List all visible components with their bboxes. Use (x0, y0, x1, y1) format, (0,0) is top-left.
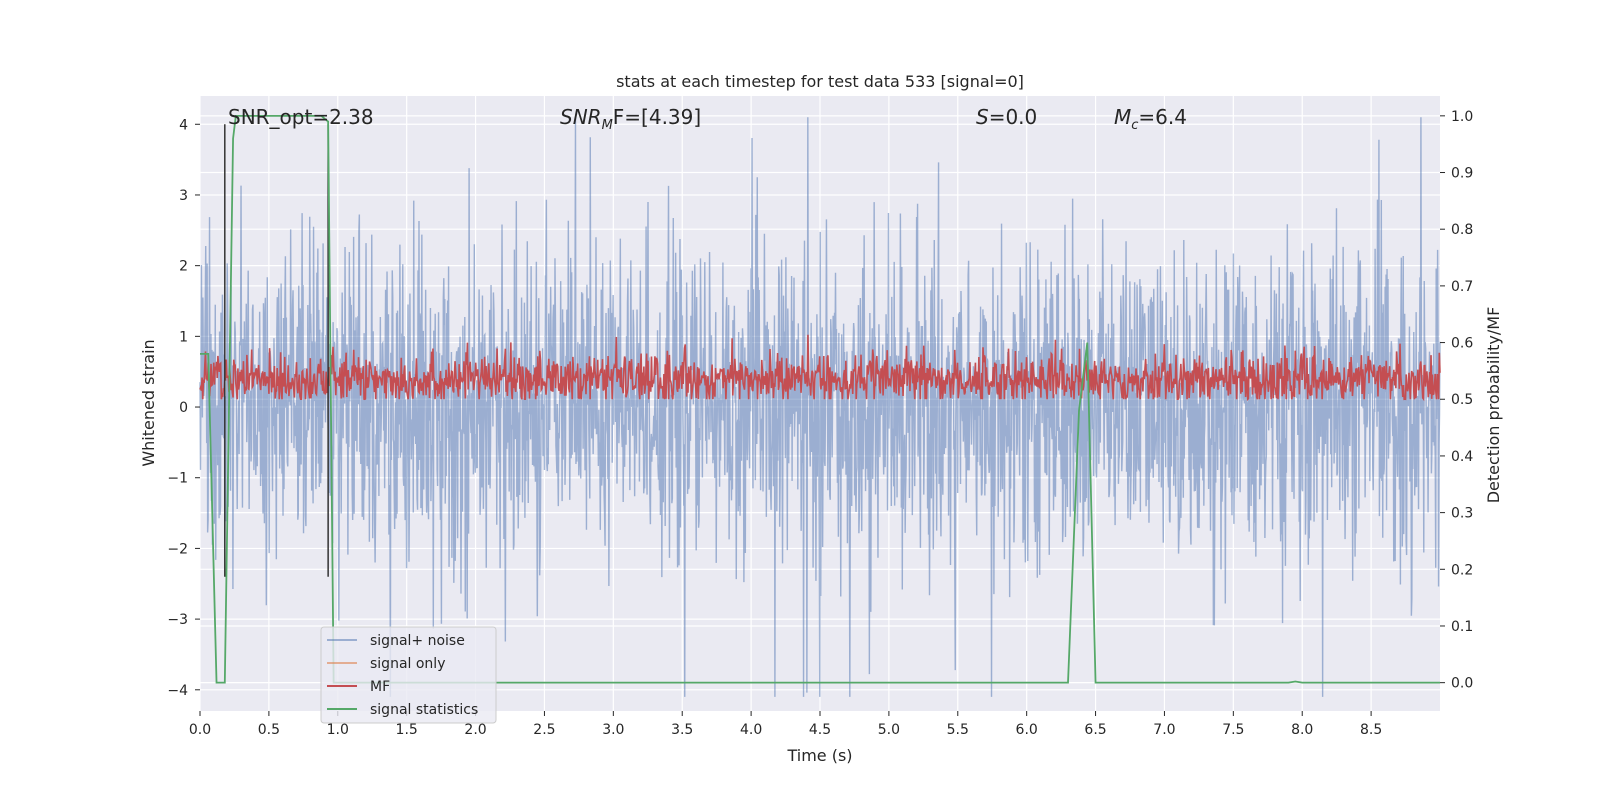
mf-line (199, 334, 1441, 402)
y-left-tick-label: −4 (167, 683, 188, 699)
y-right-tick-label: 0.3 (1451, 506, 1473, 522)
x-tick-label: 8.5 (1360, 722, 1382, 738)
x-tick-label: 7.0 (1153, 722, 1175, 738)
y-left-tick-label: 1 (179, 329, 188, 345)
y-right-tick-label: 0.0 (1451, 676, 1473, 692)
x-tick-labels: 0.0 0.5 1.0 1.5 2.0 2.5 3.0 3.5 4.0 4.5 5.0 5.5 6.0 6… (189, 711, 1382, 738)
y-right-tick-label: 0.4 (1451, 449, 1473, 465)
y-left-axis-label: Whitened strain (139, 339, 158, 466)
legend-label-signal-noise: signal+ noise (370, 633, 465, 649)
legend-label-signal-statistics: signal statistics (370, 702, 478, 718)
y-left-tick-label: −1 (167, 471, 188, 487)
x-tick-label: 8.0 (1291, 722, 1313, 738)
x-tick-label: 6.5 (1084, 722, 1106, 738)
y-left-tick-label: 2 (179, 259, 188, 275)
legend: signal+ noise signal only MF signal stat… (320, 626, 497, 724)
y-right-tick-labels: 1.0 0.9 0.8 0.7 0.6 0.5 0.4 0.3 0.2 0.1 0.0 (1440, 109, 1473, 692)
legend-label-mf: MF (370, 679, 390, 695)
y-right-tick-label: 0.5 (1451, 392, 1473, 408)
y-right-tick-label: 0.1 (1451, 619, 1473, 635)
x-tick-label: 6.0 (1016, 722, 1038, 738)
mf-series (199, 334, 1441, 402)
annotation-snr-opt: SNR_opt=2.38 (228, 105, 374, 129)
annotation-s: S=0.0 (976, 105, 1037, 129)
x-tick-label: 2.0 (464, 722, 486, 738)
x-tick-label: 3.5 (671, 722, 693, 738)
y-left-tick-label: −3 (167, 612, 188, 628)
x-tick-label: 5.5 (947, 722, 969, 738)
x-tick-label: 4.0 (740, 722, 762, 738)
x-tick-label: 0.0 (189, 722, 211, 738)
legend-box (320, 626, 497, 724)
y-left-tick-label: −2 (167, 541, 188, 557)
y-right-tick-label: 0.2 (1451, 562, 1473, 578)
chart-title: stats at each timestep for test data 533… (616, 72, 1024, 91)
y-right-tick-label: 1.0 (1451, 109, 1473, 125)
y-right-tick-label: 0.8 (1451, 222, 1473, 238)
y-right-axis-label: Detection probability/MF (1484, 307, 1503, 504)
y-right-tick-label: 0.9 (1451, 166, 1473, 182)
x-tick-label: 3.0 (602, 722, 624, 738)
y-left-tick-labels: 4 3 2 1 0 −1 −2 −3 −4 (167, 117, 200, 699)
x-tick-label: 5.0 (878, 722, 900, 738)
annotation-snr-mf: SNRMF=[4.39] (560, 105, 701, 133)
y-left-tick-label: 3 (179, 188, 188, 204)
signal-noise-series (199, 117, 1441, 697)
x-tick-label: 4.5 (809, 722, 831, 738)
x-axis-label: Time (s) (786, 746, 852, 765)
x-tick-label: 1.5 (396, 722, 418, 738)
x-tick-label: 7.5 (1222, 722, 1244, 738)
legend-label-signal-only: signal only (370, 656, 445, 672)
x-tick-label: 0.5 (258, 722, 280, 738)
signal-noise-line (199, 117, 1441, 697)
annotation-mc: Mc=6.4 (1114, 105, 1187, 133)
x-tick-label: 1.0 (327, 722, 349, 738)
y-left-tick-label: 4 (179, 117, 188, 133)
y-left-tick-label: 0 (179, 400, 188, 416)
x-tick-label: 2.5 (533, 722, 555, 738)
y-right-tick-label: 0.6 (1451, 336, 1473, 352)
y-right-tick-label: 0.7 (1451, 279, 1473, 295)
